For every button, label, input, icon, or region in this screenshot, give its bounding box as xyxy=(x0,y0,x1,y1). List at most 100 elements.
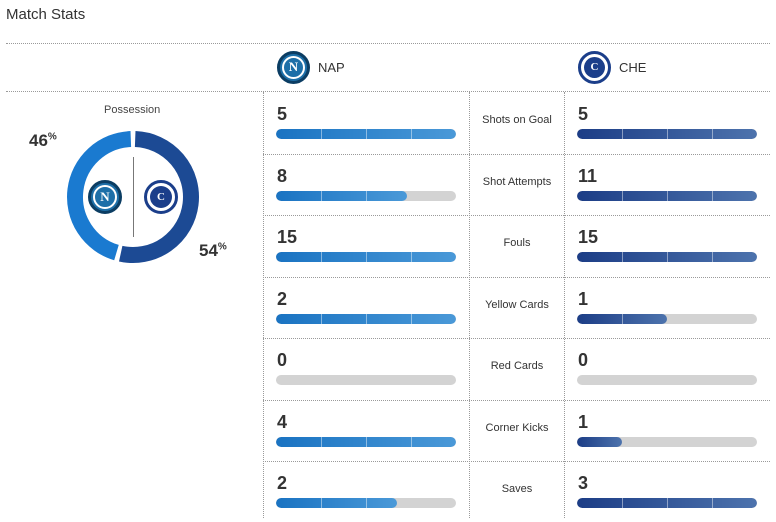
bar-segment-tick xyxy=(321,129,322,139)
away-stat-bar-fill xyxy=(577,191,757,201)
home-stat-value: 5 xyxy=(277,104,288,124)
home-stat-bar xyxy=(276,129,456,139)
stat-row: 15 Fouls 15 xyxy=(0,215,776,276)
away-stat-value: 1 xyxy=(578,412,589,432)
away-stat-bar xyxy=(577,375,757,385)
bar-segment-tick xyxy=(411,252,412,262)
napoli-logo-icon: N xyxy=(88,180,122,214)
home-stat-value: 8 xyxy=(277,166,288,186)
chelsea-logo-icon: C xyxy=(144,180,178,214)
home-stat-bar xyxy=(276,314,456,324)
bar-segment-tick xyxy=(667,191,668,201)
stat-row: 5 Shots on Goal 5 xyxy=(0,92,776,153)
row-divider xyxy=(263,461,770,462)
home-team-abbr: NAP xyxy=(318,59,345,75)
bar-segment-tick xyxy=(320,498,322,508)
possession-donut-chart xyxy=(67,131,199,263)
possession-label: Possession xyxy=(104,104,161,116)
away-stat-value: 15 xyxy=(578,227,599,247)
bar-segment-tick xyxy=(667,252,668,262)
row-divider xyxy=(263,400,770,401)
away-stat-bar xyxy=(577,437,757,447)
bar-segment-tick xyxy=(366,129,367,139)
bar-segment-tick xyxy=(411,129,412,139)
bar-segment-tick xyxy=(622,252,623,262)
bar-segment-tick xyxy=(712,129,713,139)
bar-segment-tick xyxy=(622,498,623,508)
stat-row: 8 Shot Attempts 11 xyxy=(0,154,776,215)
bar-segment-tick xyxy=(366,437,367,447)
row-divider xyxy=(263,338,770,339)
bar-segment-tick xyxy=(365,191,367,201)
bar-segment-tick xyxy=(411,314,412,324)
away-stat-bar xyxy=(577,314,757,324)
stat-label: Fouls xyxy=(503,237,531,249)
home-stat-bar-fill xyxy=(276,437,456,447)
stat-row: 2 Yellow Cards 1 xyxy=(0,277,776,338)
home-stat-bar xyxy=(276,191,456,201)
home-stat-bar-fill xyxy=(276,314,456,324)
napoli-logo-icon: N xyxy=(277,50,310,84)
home-possession-pct: 46% xyxy=(29,131,57,150)
stat-label: Saves xyxy=(501,483,533,495)
away-team-header: C CHE xyxy=(578,50,646,84)
home-stat-value: 15 xyxy=(277,227,298,247)
bar-segment-tick xyxy=(411,437,412,447)
bar-segment-tick xyxy=(622,129,623,139)
bar-segment-tick xyxy=(366,252,367,262)
bar-segment-tick xyxy=(712,252,713,262)
bar-segment-tick xyxy=(366,314,367,324)
away-stat-bar xyxy=(577,129,757,139)
bar-segment-tick xyxy=(321,252,322,262)
home-stat-bar-fill xyxy=(276,498,397,508)
home-stat-bar xyxy=(276,375,456,385)
stat-label: Shots on Goal xyxy=(482,114,552,126)
stat-label: Yellow Cards xyxy=(485,299,549,311)
home-stat-bar-fill xyxy=(276,129,456,139)
stat-row: 2 Saves 3 xyxy=(0,461,776,522)
bar-segment-tick xyxy=(622,314,623,324)
bar-segment-tick xyxy=(667,498,668,508)
away-stat-bar xyxy=(577,191,757,201)
away-stat-value: 5 xyxy=(578,104,589,124)
home-stat-value: 2 xyxy=(277,289,288,309)
away-stat-bar-fill xyxy=(577,498,757,508)
home-stat-value: 4 xyxy=(277,412,288,432)
away-stat-value: 1 xyxy=(578,289,589,309)
away-stat-value: 11 xyxy=(578,166,598,186)
home-stat-bar xyxy=(276,252,456,262)
home-stat-value: 0 xyxy=(277,350,288,370)
row-divider xyxy=(263,215,770,216)
col-separator-left xyxy=(263,92,264,518)
away-stat-bar xyxy=(577,252,757,262)
home-stat-bar-fill xyxy=(276,252,456,262)
home-stat-bar xyxy=(276,437,456,447)
bar-segment-tick xyxy=(622,191,623,201)
bar-segment-tick xyxy=(712,191,713,201)
stat-label: Corner Kicks xyxy=(485,422,549,434)
row-divider xyxy=(263,154,770,155)
stat-row: 4 Corner Kicks 1 xyxy=(0,400,776,461)
away-stat-bar-fill xyxy=(577,129,757,139)
page-title: Match Stats xyxy=(6,6,86,23)
header-top-rule xyxy=(6,43,770,44)
away-stat-value: 3 xyxy=(578,473,589,493)
away-stat-bar-fill xyxy=(577,252,757,262)
bar-segment-tick xyxy=(712,498,713,508)
away-stat-value: 0 xyxy=(578,350,589,370)
chelsea-logo-icon: C xyxy=(578,50,611,84)
away-team-abbr: CHE xyxy=(619,59,647,75)
home-team-header: N NAP xyxy=(277,50,345,84)
bar-segment-tick xyxy=(321,437,322,447)
home-stat-value: 2 xyxy=(277,473,288,493)
away-stat-bar xyxy=(577,498,757,508)
col-separator-mid-left xyxy=(469,92,470,518)
home-possession-arc xyxy=(67,131,132,261)
home-stat-bar-fill xyxy=(276,191,408,201)
stat-label: Red Cards xyxy=(490,360,544,372)
home-stat-bar xyxy=(276,498,456,508)
stat-label: Shot Attempts xyxy=(482,176,552,188)
header-bottom-rule xyxy=(6,91,770,92)
row-divider xyxy=(263,277,770,278)
col-separator-mid-right xyxy=(564,92,565,518)
